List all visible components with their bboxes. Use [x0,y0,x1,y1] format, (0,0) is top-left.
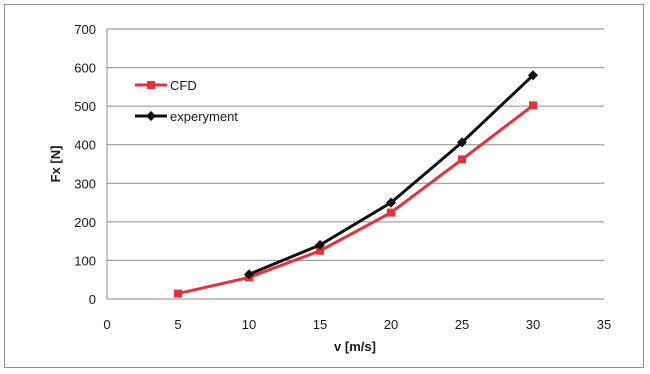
data-point-experyment [528,70,538,81]
series-group [174,70,538,298]
y-tick-label: 500 [74,99,96,114]
data-point-cfd [316,246,324,255]
y-tick-label: 0 [89,292,96,307]
x-axis-title: v [m/s] [334,339,376,354]
legend: CFD experyment [135,78,238,124]
x-tick-label: 20 [384,317,398,332]
y-tick-label: 300 [74,176,96,191]
legend-swatch-marker-experyment [146,111,156,121]
series-line-experyment [248,74,535,276]
x-tick-labels: 0 5 10 15 20 25 30 35 [103,317,611,332]
x-tick-label: 5 [174,317,181,332]
data-point-experyment [457,137,467,148]
chart-frame [4,4,644,368]
legend-label-cfd: CFD [170,78,197,93]
x-tick-label: 15 [313,317,327,332]
data-point-cfd [174,289,182,298]
axes [106,29,604,300]
y-tick-label: 200 [74,215,96,230]
x-tick-label: 10 [242,317,256,332]
x-tick-label: 25 [455,317,469,332]
data-point-experyment [315,240,325,250]
legend-label-experyment: experyment [170,109,238,124]
y-axis-title: Fx [N] [48,146,63,183]
series-line-cfd [177,104,534,296]
y-tick-label: 400 [74,138,96,153]
data-point-experyment [244,269,254,280]
data-point-experyment [386,197,396,208]
y-tick-label: 700 [74,22,96,37]
x-tick-label: 35 [597,317,611,332]
data-point-cfd [387,208,395,217]
y-tick-label: 100 [74,253,96,268]
gridlines [107,28,604,261]
data-point-cfd [458,155,466,164]
y-tick-label: 600 [74,61,96,76]
x-tick-label: 0 [103,317,110,332]
x-tick-label: 30 [526,317,540,332]
y-tick-labels: 0 100 200 300 400 500 600 700 [74,22,96,307]
data-point-cfd [529,101,537,110]
legend-swatch-marker-cfd [147,81,155,89]
